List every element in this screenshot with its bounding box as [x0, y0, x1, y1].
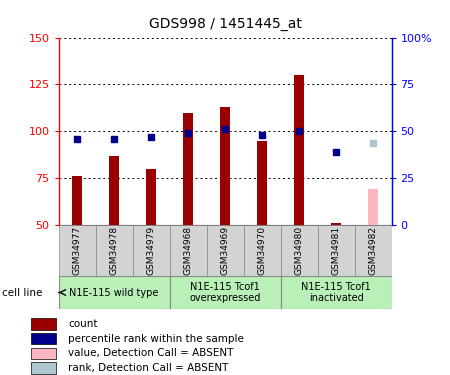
Text: rank, Detection Call = ABSENT: rank, Detection Call = ABSENT — [68, 363, 229, 373]
Text: cell line: cell line — [2, 288, 43, 298]
Text: N1E-115 Tcof1
inactivated: N1E-115 Tcof1 inactivated — [301, 282, 371, 303]
Bar — [31, 348, 56, 359]
Text: value, Detection Call = ABSENT: value, Detection Call = ABSENT — [68, 348, 234, 358]
FancyBboxPatch shape — [243, 225, 280, 276]
FancyBboxPatch shape — [58, 225, 95, 276]
Bar — [220, 107, 230, 225]
Text: count: count — [68, 319, 98, 329]
FancyBboxPatch shape — [280, 225, 318, 276]
FancyBboxPatch shape — [95, 225, 132, 276]
Text: GSM34970: GSM34970 — [257, 226, 266, 275]
Bar — [257, 141, 267, 225]
Bar — [109, 156, 119, 225]
Bar — [31, 362, 56, 374]
Bar — [31, 333, 56, 344]
Text: GSM34978: GSM34978 — [109, 226, 118, 275]
Bar — [146, 169, 156, 225]
FancyBboxPatch shape — [280, 276, 392, 309]
Bar — [294, 75, 304, 225]
Bar — [368, 189, 378, 225]
Text: percentile rank within the sample: percentile rank within the sample — [68, 334, 244, 344]
Text: GSM34982: GSM34982 — [369, 226, 378, 275]
Bar — [331, 223, 341, 225]
FancyBboxPatch shape — [58, 276, 170, 309]
Bar — [183, 112, 193, 225]
FancyBboxPatch shape — [170, 276, 280, 309]
Text: GDS998 / 1451445_at: GDS998 / 1451445_at — [148, 17, 302, 31]
FancyBboxPatch shape — [207, 225, 243, 276]
Text: N1E-115 Tcof1
overexpressed: N1E-115 Tcof1 overexpressed — [189, 282, 261, 303]
Text: GSM34980: GSM34980 — [294, 226, 303, 275]
Text: GSM34977: GSM34977 — [72, 226, 81, 275]
Text: GSM34979: GSM34979 — [147, 226, 156, 275]
Text: GSM34969: GSM34969 — [220, 226, 230, 275]
FancyBboxPatch shape — [132, 225, 170, 276]
FancyBboxPatch shape — [318, 225, 355, 276]
Bar — [31, 318, 56, 330]
Bar — [72, 176, 82, 225]
FancyBboxPatch shape — [170, 225, 207, 276]
Text: GSM34968: GSM34968 — [184, 226, 193, 275]
FancyBboxPatch shape — [355, 225, 392, 276]
Text: GSM34981: GSM34981 — [332, 226, 341, 275]
Text: N1E-115 wild type: N1E-115 wild type — [69, 288, 159, 297]
